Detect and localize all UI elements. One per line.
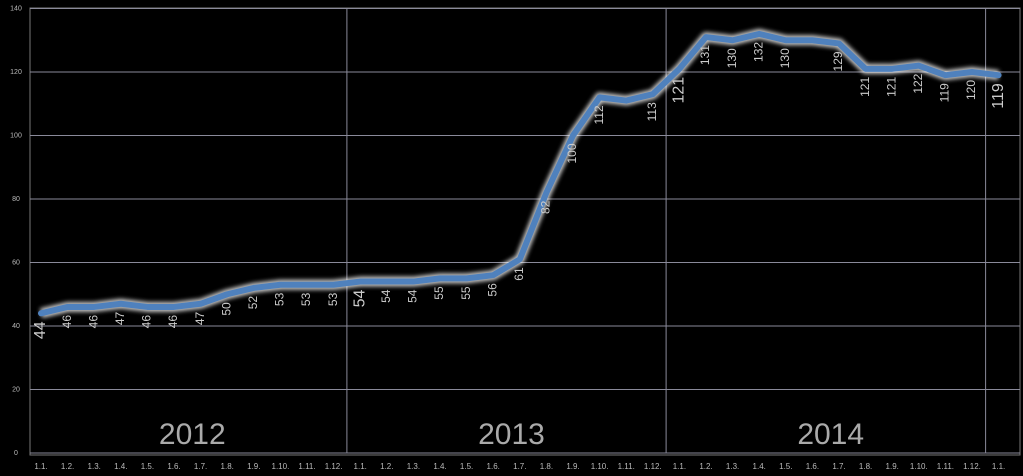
value-label: 56 bbox=[485, 283, 499, 297]
x-tick-label: 1.2. bbox=[699, 462, 712, 471]
x-tick-label: 1.9. bbox=[566, 462, 579, 471]
y-tick-label: 20 bbox=[12, 386, 20, 393]
x-tick-label: 1.11. bbox=[298, 462, 315, 471]
x-tick-label: 1.6. bbox=[167, 462, 180, 471]
value-label: 121 bbox=[858, 77, 872, 97]
value-label: 130 bbox=[725, 48, 739, 68]
value-label: 122 bbox=[911, 73, 925, 93]
value-label: 61 bbox=[512, 267, 526, 281]
x-tick-label: 1.10. bbox=[591, 462, 609, 471]
x-tick-label: 1.7. bbox=[513, 462, 526, 471]
value-label: 50 bbox=[219, 302, 233, 316]
value-label: 132 bbox=[751, 42, 765, 62]
value-label: 131 bbox=[698, 45, 712, 65]
value-label: 121 bbox=[671, 77, 688, 104]
data-line bbox=[38, 30, 1002, 317]
x-tick-label: 1.5. bbox=[460, 462, 473, 471]
value-label: 82 bbox=[539, 200, 553, 214]
x-tick-label: 1.1. bbox=[354, 462, 367, 471]
plot-area bbox=[29, 7, 1021, 456]
x-tick-label: 1.1. bbox=[673, 462, 686, 471]
value-label: 55 bbox=[459, 286, 473, 300]
value-label: 53 bbox=[299, 292, 313, 306]
year-label: 2013 bbox=[478, 418, 545, 451]
x-tick-label: 1.11. bbox=[937, 462, 954, 471]
x-tick-label: 1.6. bbox=[806, 462, 819, 471]
value-label: 112 bbox=[592, 105, 606, 124]
value-label: 44 bbox=[32, 321, 49, 339]
x-tick-label: 1.9. bbox=[886, 462, 899, 471]
x-tick-label: 1.5. bbox=[779, 462, 792, 471]
value-label: 130 bbox=[778, 48, 792, 68]
x-tick-label: 1.12. bbox=[963, 462, 981, 471]
x-tick-label: 1.12. bbox=[325, 462, 343, 471]
value-label: 54 bbox=[379, 289, 393, 303]
value-label: 119 bbox=[938, 83, 952, 102]
x-tick-label: 1.10. bbox=[272, 462, 290, 471]
x-tick-label: 1.4. bbox=[753, 462, 766, 471]
year-label: 2012 bbox=[159, 418, 226, 451]
x-tick-label: 1.2. bbox=[380, 462, 393, 471]
x-tick-label: 1.3. bbox=[407, 462, 420, 471]
value-label: 52 bbox=[246, 296, 260, 310]
value-label: 129 bbox=[831, 51, 845, 71]
x-tick-label: 1.1. bbox=[34, 462, 47, 471]
value-label: 46 bbox=[60, 315, 74, 329]
value-label: 121 bbox=[884, 77, 898, 97]
value-label: 46 bbox=[166, 315, 180, 329]
x-tick-label: 1.7. bbox=[194, 462, 207, 471]
x-tick-label: 1.4. bbox=[114, 462, 127, 471]
x-tick-label: 1.11. bbox=[618, 462, 635, 471]
value-label: 47 bbox=[193, 311, 207, 325]
value-label: 54 bbox=[351, 289, 368, 307]
x-tick-label: 1.9. bbox=[247, 462, 260, 471]
x-tick-label: 1.2. bbox=[61, 462, 74, 471]
value-label: 53 bbox=[326, 292, 340, 306]
y-tick-label: 40 bbox=[12, 323, 20, 330]
x-tick-label: 1.3. bbox=[726, 462, 739, 471]
value-label: 47 bbox=[113, 311, 127, 325]
value-label: 119 bbox=[990, 83, 1007, 109]
y-tick-label: 140 bbox=[10, 5, 22, 12]
x-tick-label: 1.7. bbox=[832, 462, 845, 471]
x-tick-label: 1.1. bbox=[992, 462, 1005, 471]
x-tick-label: 1.4. bbox=[433, 462, 446, 471]
value-label: 55 bbox=[432, 286, 446, 300]
x-tick-label: 1.8. bbox=[540, 462, 553, 471]
year-label: 2014 bbox=[797, 418, 864, 451]
value-label: 120 bbox=[964, 80, 978, 100]
value-label: 46 bbox=[140, 315, 154, 329]
value-label: 100 bbox=[565, 143, 579, 163]
x-tick-label: 1.8. bbox=[859, 462, 872, 471]
value-label: 54 bbox=[406, 289, 420, 303]
y-tick-label: 60 bbox=[12, 259, 20, 266]
value-label: 53 bbox=[273, 292, 287, 306]
y-tick-label: 100 bbox=[10, 132, 22, 139]
value-label: 113 bbox=[645, 102, 659, 121]
y-tick-label: 120 bbox=[10, 69, 22, 76]
value-label: 46 bbox=[86, 315, 100, 329]
x-tick-label: 1.12. bbox=[644, 462, 662, 471]
y-tick-label: 80 bbox=[12, 196, 20, 203]
x-tick-label: 1.10. bbox=[910, 462, 928, 471]
x-tick-label: 1.5. bbox=[141, 462, 154, 471]
y-tick-label: 0 bbox=[14, 450, 18, 457]
x-tick-label: 1.6. bbox=[487, 462, 500, 471]
x-tick-label: 1.8. bbox=[221, 462, 234, 471]
x-tick-label: 1.3. bbox=[88, 462, 101, 471]
